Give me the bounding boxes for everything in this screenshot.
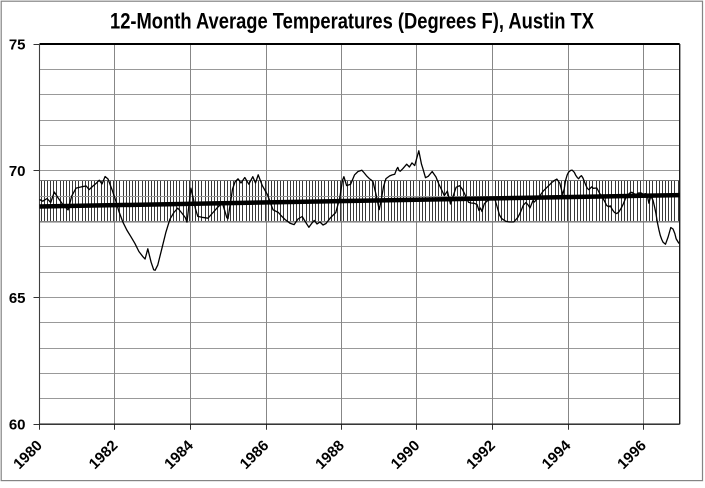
svg-text:60: 60	[9, 417, 26, 434]
svg-text:65: 65	[9, 290, 26, 307]
svg-text:12-Month Average Temperatures: 12-Month Average Temperatures (Degrees F…	[110, 9, 594, 34]
svg-text:75: 75	[9, 36, 26, 53]
svg-text:70: 70	[9, 163, 26, 180]
